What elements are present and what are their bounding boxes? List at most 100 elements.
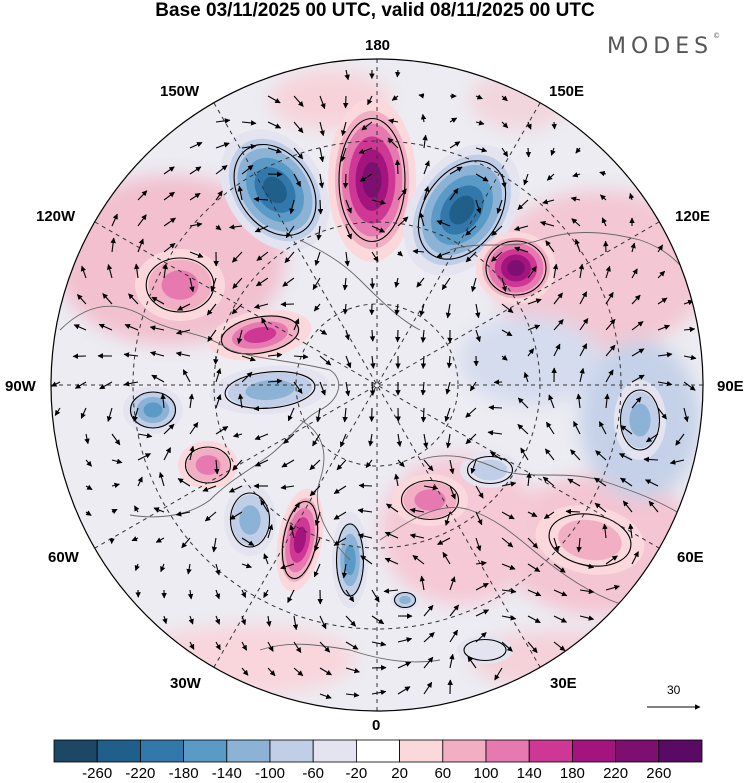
wind-vector [579,343,588,357]
lon-label-180: 180 [365,37,391,54]
colorbar-tick-label: -20 [345,765,368,782]
wind-vector [340,147,347,162]
wind-vector [293,121,304,134]
wind-vector [574,238,581,253]
colorbar-cell [572,739,617,763]
lon-label-90w: 90W [5,378,36,395]
wind-vector [501,173,507,189]
colorbar-cell [528,739,573,763]
wind-vector [319,693,332,699]
wind-vector [397,686,411,695]
wind-vector [575,147,582,154]
wind-vector [579,291,588,305]
wind-vector [215,164,228,175]
wind-vector [267,378,283,384]
wind-vector [361,121,373,131]
wind-vector [333,511,347,520]
wind-vector [342,277,348,291]
wind-vector [371,689,387,696]
wind-vector [358,147,373,154]
wind-vector [163,191,175,201]
wind-vector [475,329,481,343]
wind-vectors [51,69,697,699]
wind-vector [207,329,217,342]
wind-vector [444,407,451,422]
anomaly-pos-120w-level [161,270,199,300]
wind-vector [394,473,400,487]
wind-vector [449,141,461,149]
wind-vector [631,348,645,357]
wind-vector [601,217,607,227]
wind-vector [314,511,321,526]
wind-vector [465,251,477,263]
wind-vector [620,425,633,435]
wind-vector [319,667,332,676]
wind-vector [501,329,513,337]
wind-vector [397,661,412,669]
wind-vector [132,407,139,422]
wind-vector [604,393,610,409]
wind-vector [260,499,269,513]
wind-vector [287,589,295,603]
anomaly-neg-95w [123,386,183,434]
wind-vector [605,369,614,383]
wind-vector [232,277,243,289]
wind-vector [365,459,373,469]
wind-vector [51,381,61,387]
wind-vector [149,325,165,331]
wind-vector [527,589,542,597]
wind-vector [605,584,620,591]
anomaly-neg-30e-contour [463,638,507,662]
wind-vector [371,589,380,603]
wind-vector [631,294,641,305]
wind-vector [419,303,425,317]
wind-vector [419,575,426,591]
wind-vector [517,423,529,435]
wind-vector [491,251,503,262]
wind-vector [397,216,409,227]
wind-vector [409,533,425,539]
wind-vector [317,199,324,215]
wind-vector [441,277,451,291]
wind-vector [210,277,217,292]
wind-vector [553,537,560,552]
wind-vector [423,186,430,201]
wind-vector [215,426,229,435]
wind-vector [553,563,566,573]
wind-vector [371,251,379,262]
wind-vector [189,166,202,175]
wind-vector [371,641,387,647]
anomaly-neg-95w-contour [129,391,177,429]
wind-vector [551,121,557,130]
wind-vector [124,323,139,331]
wind-vector [318,173,325,189]
wind-vector [85,484,93,491]
wind-vector [449,629,458,643]
wind-vector [487,430,503,436]
wind-vector [228,224,243,230]
wind-vector [579,588,595,595]
wind-vector [256,251,269,261]
wind-vector [267,641,274,652]
wind-vector [319,615,327,630]
anomaly-neg-150e [403,144,521,276]
wind-vector [595,450,607,461]
wind-vector [319,147,325,163]
wind-vector [312,277,321,290]
colorbar-tick-label: -260 [82,765,113,782]
wind-vector [123,352,139,358]
wind-vector [315,407,322,423]
wind-vector [501,147,509,157]
colorbar-cell [269,739,314,763]
wind-vector [254,225,269,233]
wind-vector [395,69,401,78]
wind-vector [605,318,616,331]
anomaly-neg-60e-contour [466,455,514,485]
wind-vector [571,218,581,227]
wind-vector [527,511,538,517]
wind-vector [445,433,452,449]
wind-vector [189,192,201,201]
wind-vector [602,523,608,539]
wind-vector [605,555,618,565]
colorbar-tick-label: -100 [254,765,286,782]
